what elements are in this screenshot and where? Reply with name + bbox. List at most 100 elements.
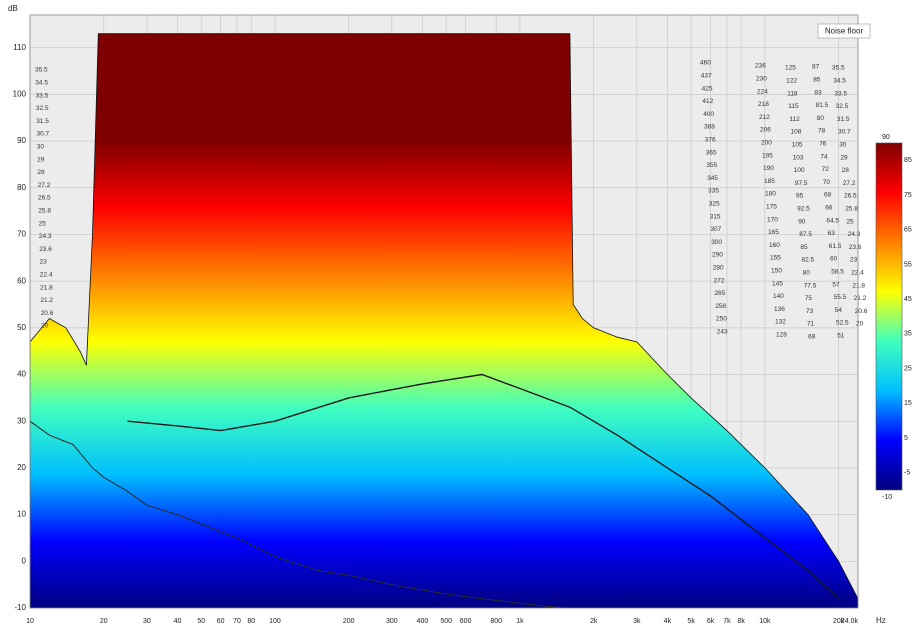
slice-label: 92.5 — [797, 206, 810, 213]
slice-label: 136 — [774, 306, 785, 313]
x-tick-label: 20k — [833, 618, 845, 624]
plot-frame — [29, 14, 859, 609]
slice-label: 83 — [814, 89, 822, 96]
slice-label: 75 — [805, 295, 813, 302]
slice-label: 31.5 — [36, 118, 49, 125]
slice-label: 69 — [808, 334, 816, 341]
y-tick-label: 40 — [17, 370, 26, 379]
slice-label: 365 — [706, 149, 717, 156]
slice-label: 63 — [828, 230, 836, 237]
slice-label: 272 — [714, 277, 725, 284]
slice-label: 155 — [770, 255, 781, 262]
x-tick-label: 500 — [440, 618, 452, 624]
slice-label: 58.5 — [831, 269, 844, 276]
x-tick-label: 1k — [516, 618, 524, 624]
slice-label: 150 — [771, 268, 782, 275]
y-tick-label: 50 — [17, 323, 26, 332]
slice-label: 80 — [803, 270, 811, 277]
slice-label: 243 — [717, 329, 728, 336]
slice-label: 460 — [700, 60, 711, 67]
slice-label: 26.5 — [844, 193, 857, 200]
slice-label: 25 — [846, 218, 854, 225]
slice-label: 103 — [793, 154, 804, 161]
slice-label: 76 — [819, 141, 827, 148]
slice-label: 30.7 — [37, 131, 50, 138]
x-unit: Hz — [876, 616, 886, 624]
x-tick-label: 20 — [100, 618, 108, 624]
slice-label: 23 — [40, 259, 48, 266]
slice-label: 30.7 — [838, 129, 851, 136]
x-tick-label: 40 — [174, 618, 182, 624]
slice-label: 108 — [791, 129, 802, 136]
slice-label: 29 — [37, 156, 45, 163]
slice-label: 55.5 — [834, 294, 847, 301]
slice-label: 28 — [842, 167, 850, 174]
slice-label: 180 — [765, 191, 776, 198]
slice-label: 27.2 — [38, 182, 51, 189]
slice-label: 85 — [800, 244, 808, 251]
y-tick-label: 90 — [17, 136, 26, 145]
slice-label: 355 — [706, 162, 717, 169]
slice-label: 105 — [792, 142, 803, 149]
x-tick-label: 4k — [664, 618, 672, 624]
slice-label: 81.5 — [816, 102, 829, 109]
slice-label: 335 — [708, 188, 719, 195]
slice-label: 21.2 — [40, 297, 53, 304]
slice-label: 87.5 — [799, 231, 812, 238]
slice-label: 20.6 — [855, 308, 868, 315]
slice-label: 190 — [763, 165, 774, 172]
slice-label: 437 — [701, 73, 712, 80]
slice-label: 90 — [798, 218, 806, 225]
slice-label: 170 — [767, 216, 778, 223]
color-tick-label: -5 — [904, 469, 910, 476]
slice-label: 160 — [769, 242, 780, 249]
slice-label: 23 — [850, 257, 858, 264]
x-tick-label: 24.0k — [841, 618, 859, 624]
slice-label: 315 — [710, 213, 721, 220]
x-tick-label: 50 — [197, 618, 205, 624]
slice-label: 78 — [818, 128, 826, 135]
slice-label: 26.5 — [38, 195, 51, 202]
slice-label: 258 — [715, 303, 726, 310]
slice-label: 376 — [705, 137, 716, 144]
slice-label: 32.5 — [836, 103, 849, 110]
slice-label: 31.5 — [837, 116, 850, 123]
color-tick-label: -10 — [882, 494, 892, 501]
y-tick-label: 10 — [17, 510, 26, 519]
color-tick-label: 45 — [904, 296, 912, 303]
x-tick-label: 2k — [590, 618, 598, 624]
color-bar — [875, 142, 903, 491]
slice-label: 325 — [709, 201, 720, 208]
color-tick-label: 90 — [882, 134, 890, 141]
slice-label: 224 — [757, 88, 768, 95]
legend-box — [817, 23, 871, 39]
waterfall-surface — [30, 33, 858, 608]
slice-label: 388 — [704, 124, 715, 131]
slice-label: 28 — [37, 169, 45, 176]
slice-label: 72 — [822, 166, 830, 173]
slice-label: 35.5 — [35, 67, 48, 74]
slice-label: 125 — [785, 65, 796, 72]
slice-label: 80 — [817, 115, 825, 122]
color-tick-label: 55 — [904, 261, 912, 268]
slice-label: 33.5 — [36, 92, 49, 99]
slice-label: 24.3 — [848, 231, 861, 238]
slice-label: 118 — [787, 90, 798, 97]
slice-label: 85 — [813, 77, 821, 84]
slice-label: 218 — [758, 101, 769, 108]
color-tick-label: 5 — [904, 435, 908, 442]
slice-label: 115 — [788, 103, 799, 110]
slice-label: 175 — [766, 204, 777, 211]
slice-label: 22.4 — [40, 272, 53, 279]
x-tick-label: 8k — [737, 618, 745, 624]
slice-label: 25 — [39, 220, 47, 227]
decay-ridge — [127, 373, 840, 600]
slice-label: 345 — [707, 175, 718, 182]
slice-label: 30 — [37, 144, 45, 151]
slice-label: 33.5 — [834, 90, 847, 97]
slice-label: 34.5 — [833, 78, 846, 85]
x-tick-label: 800 — [490, 618, 502, 624]
color-tick-label: 85 — [904, 157, 912, 164]
